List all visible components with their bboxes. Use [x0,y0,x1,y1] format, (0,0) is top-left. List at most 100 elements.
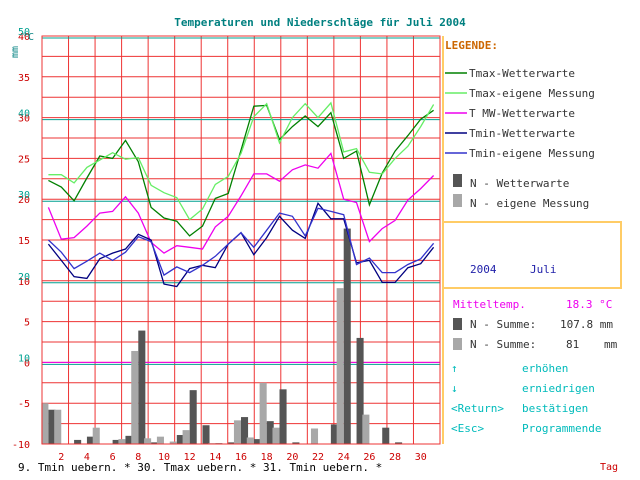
precip-bar [362,414,370,444]
sum1-swatch [453,318,462,330]
precip-bar [336,288,344,444]
sum2-unit: mm [604,338,618,351]
temp-tick-label: 40 [18,32,30,43]
x-tick-label: 4 [84,452,90,463]
precip-bar [151,442,159,444]
control-action: Programmende [522,422,601,435]
temp-tick-label: 35 [18,73,30,84]
temp-tick-label: 25 [18,154,30,165]
legend-item-label: Tmin-Wetterwarte [469,127,575,140]
control-action: erhöhen [522,362,568,375]
period-month: Juli [530,263,557,276]
precip-bar [228,442,236,444]
precip-bar [156,436,164,444]
precip-bar [279,389,287,444]
precip-tick-label: 30 [18,190,30,201]
temp-tick-label: 5 [24,318,30,329]
x-tick-label: 20 [286,452,298,463]
x-tick-label: 30 [415,452,427,463]
precip-unit-label: mm [10,46,21,58]
x-tick-label: 28 [389,452,401,463]
legend-item-label: N - Wetterwarte [470,177,569,190]
precip-bar [266,421,274,444]
sum2-swatch [453,338,462,350]
precip-bar [169,441,177,444]
x-tick-label: 24 [338,452,350,463]
period-box [442,221,622,289]
control-key: <Return> [451,402,504,415]
control-action: erniedrigen [522,382,595,395]
precip-tick-label: 50 [18,27,30,38]
series-line [47,202,435,288]
precip-bar [125,435,133,444]
sum1-value: 107.8 mm [560,318,613,331]
x-tick-label: 10 [158,452,170,463]
control-key: ↑ [451,362,458,375]
legend-title: LEGENDE: [445,39,498,52]
x-tick-label: 14 [209,452,221,463]
precip-bar [41,403,49,444]
sum1-label: N - Summe: [470,318,536,331]
temp-tick-label: -10 [12,440,30,451]
series-line [47,207,435,277]
precip-bar [86,436,94,444]
legend-item-label: Tmin-eigene Messung [469,147,595,160]
grid [41,35,441,445]
sum2-label: N - Summe: [470,338,536,351]
precip-bar [356,337,364,444]
precip-bar [48,409,56,444]
precip-tick-label: 20 [18,272,30,283]
precip-bar [246,437,254,444]
x-tick-label: 18 [261,452,273,463]
precip-bar [292,442,300,444]
precip-bar [382,427,390,444]
precip-bar [259,382,267,444]
precip-bar [330,424,338,444]
precip-bar [233,420,241,444]
series-line [48,104,434,237]
period-year: 2004 [470,263,497,276]
precip-tick-label: 10 [18,353,30,364]
chart-title: Temperaturen und Niederschläge für Juli … [174,16,466,29]
footer-status: 9. Tmin uebern. * 30. Tmax uebern. * 31.… [18,461,382,474]
precip-bar [202,425,210,444]
mean-temp-label: Mitteltemp. [453,298,526,311]
precipitation-bars [41,228,403,444]
precip-bar [138,330,146,444]
series-line [47,152,435,254]
x-axis-label: Tag [600,462,618,473]
precip-bar [118,439,126,444]
legend-item-label: N - eigene Messung [470,197,589,210]
legend-item-label: Tmax-Wetterwarte [469,67,575,80]
precip-tick-label: 40 [18,109,30,120]
x-tick-label: 16 [235,452,247,463]
precip-bar [253,439,261,444]
plot-frame [41,35,441,445]
precip-bar [54,409,62,444]
key-controls: ↑ erhöhen ↓ erniedrigen <Return> bestätigen <E… [451,362,601,435]
mean-temp-value: 18.3 °C [566,298,612,311]
precip-bar [144,438,152,444]
precip-bar [182,430,190,444]
legend-swatch-bar [453,174,462,187]
temperature-lines [47,101,435,288]
precip-bar [131,350,139,444]
precip-bar [241,417,249,444]
precip-bar [189,390,197,444]
temp-tick-label: -5 [18,399,30,410]
temp-tick-label: 10 [18,277,30,288]
sum2-value: 81 [566,338,579,351]
x-tick-label: 2 [58,452,64,463]
x-tick-label: 8 [135,452,141,463]
precip-bar [395,442,403,444]
precip-bar [74,439,82,444]
x-tick-label: 6 [110,452,116,463]
temp-tick-label: 30 [18,114,30,125]
precip-bar [272,427,280,444]
legend-item-label: Tmax-eigene Messung [469,87,595,100]
precip-bar [92,427,100,444]
x-tick-label: 12 [184,452,196,463]
temp-tick-label: 20 [18,195,30,206]
